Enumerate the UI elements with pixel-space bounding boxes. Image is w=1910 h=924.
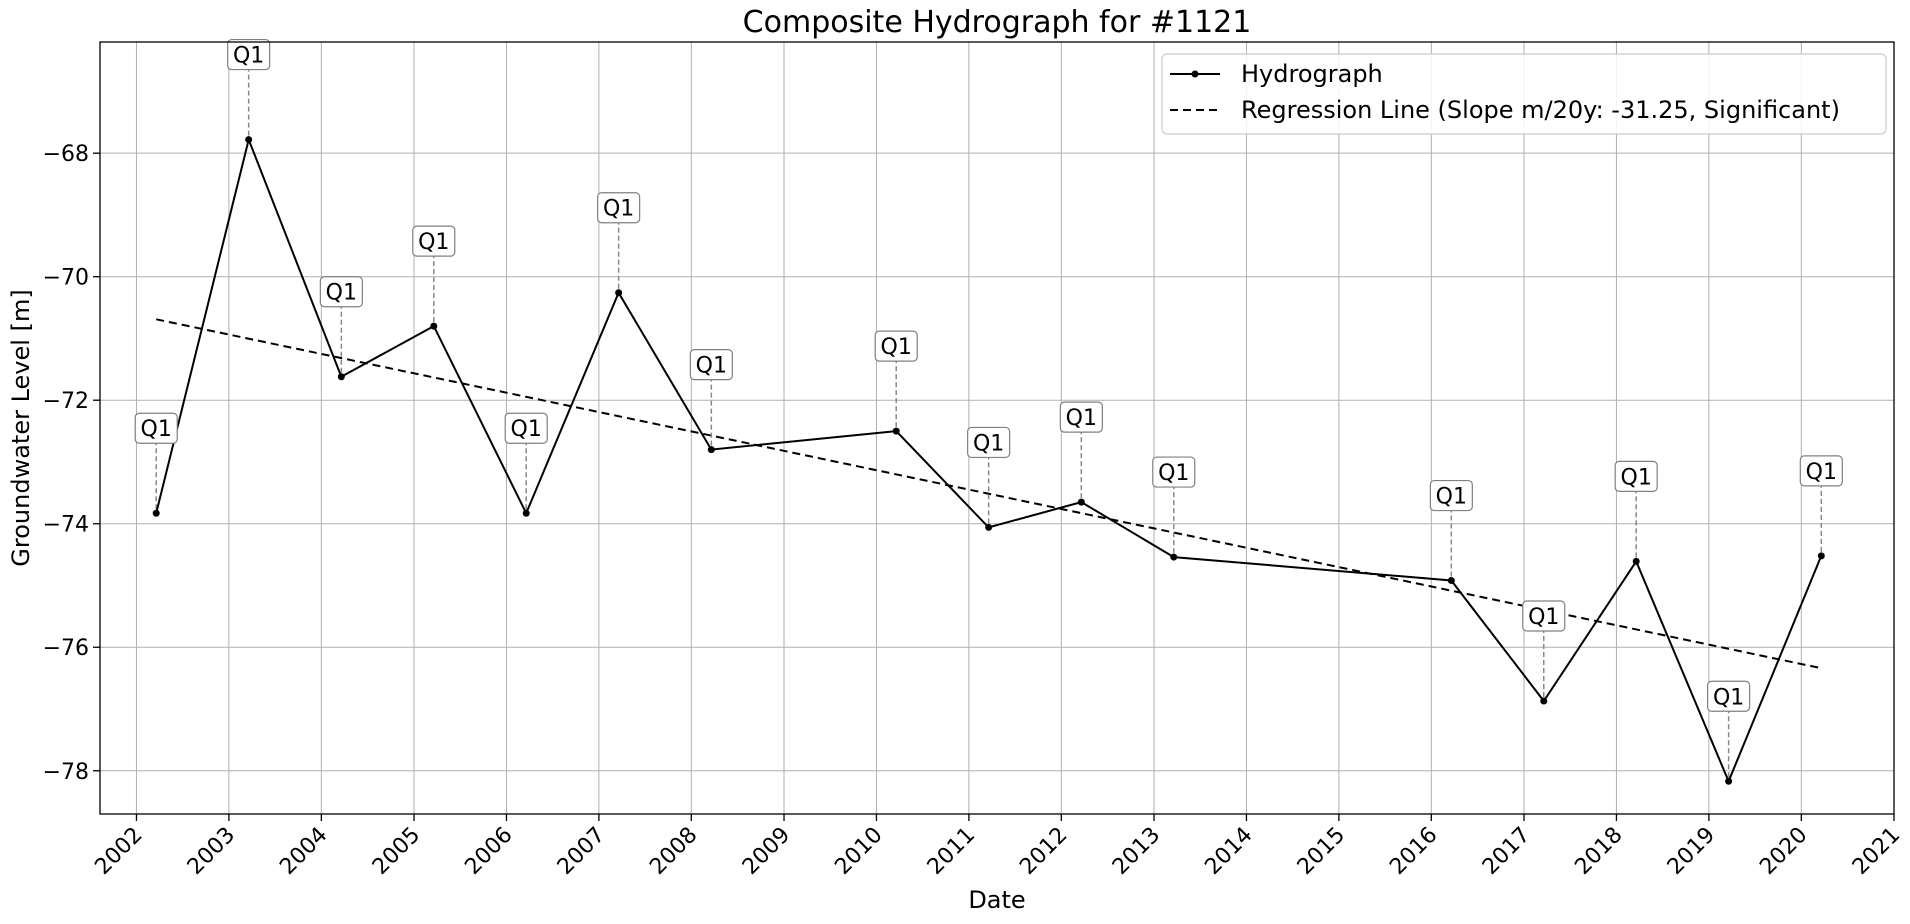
x-tick-label: 2019 — [1663, 823, 1720, 880]
x-tick-label: 2008 — [645, 823, 702, 880]
y-tick-label: −76 — [43, 636, 89, 661]
y-tick-label: −68 — [43, 142, 89, 167]
annotation-box — [1059, 401, 1103, 433]
hydrograph-point — [1447, 577, 1455, 585]
regression-line — [155, 318, 1822, 670]
hydrograph-point — [245, 136, 253, 144]
label-layer: Q1 Q1 Q1 Q1 Q1 Q1 Q1 Q1 Q1 Q1 Q1 Q1 Q1 Q1 Q1 Q1 — [134, 38, 1843, 712]
legend-hydrograph-marker — [1191, 70, 1199, 78]
x-tick-label: 2006 — [460, 823, 517, 880]
annotation-label: Q1 — [1158, 461, 1189, 486]
plot-frame — [99, 41, 1895, 815]
hydrograph-point — [1725, 777, 1733, 785]
annotation-box — [319, 276, 363, 308]
x-tick-label: 2020 — [1755, 823, 1812, 880]
annotation-box — [1152, 456, 1196, 488]
x-tick-label: 2005 — [368, 823, 425, 880]
hydrograph-point — [707, 446, 715, 454]
annotation-label: Q1 — [881, 335, 912, 360]
annotation-box — [1429, 479, 1473, 512]
annotation-label: Q1 — [1436, 485, 1467, 510]
annotation-box — [689, 349, 733, 381]
legend-hydrograph-label: Hydrograph — [1241, 60, 1383, 88]
x-tick-label: 2015 — [1293, 823, 1350, 880]
hydrograph-point — [1632, 557, 1640, 565]
x-tick-label: 2014 — [1200, 823, 1257, 880]
y-tick-label: −78 — [43, 760, 89, 785]
annotation-label: Q1 — [603, 197, 634, 222]
annotation-box — [874, 330, 918, 362]
x-tick-label: 2013 — [1108, 823, 1165, 880]
annotation-label: Q1 — [1066, 406, 1097, 431]
hydrograph-point — [1540, 697, 1548, 705]
annotation-label: Q1 — [418, 230, 449, 255]
annotation-label: Q1 — [1713, 685, 1744, 710]
hydrograph-line — [155, 136, 1823, 784]
series-layer — [152, 136, 1825, 785]
x-tick-label: 2018 — [1570, 823, 1627, 880]
hydrograph-point — [1817, 552, 1825, 560]
y-tick-label: −74 — [43, 513, 89, 538]
x-tick-label: 2007 — [553, 823, 610, 880]
x-axis-title: Date — [968, 886, 1025, 914]
annotation-box — [504, 412, 548, 444]
y-axis: −78 −76 −74 −72 −70 −68 — [43, 142, 100, 785]
x-tick-label: 2012 — [1015, 823, 1072, 880]
annotation-label: Q1 — [973, 431, 1004, 456]
hydrograph-point — [1077, 498, 1085, 506]
x-axis: 2002 2003 2004 2005 2006 2007 2008 2009 2010 2011… — [90, 814, 1905, 880]
y-tick-label: −70 — [43, 266, 89, 291]
chart-title: Composite Hydrograph for #1121 — [743, 5, 1252, 40]
annotation-box — [1707, 680, 1751, 712]
x-tick-label: 2011 — [923, 823, 980, 880]
x-tick-label: 2009 — [738, 823, 795, 880]
hydrograph-point — [152, 509, 160, 517]
y-tick-label: −72 — [43, 389, 89, 414]
x-tick-label: 2004 — [275, 823, 332, 880]
hydrograph-point — [337, 373, 345, 381]
annotation-label: Q1 — [233, 44, 264, 69]
annotation-box — [1522, 600, 1566, 632]
annotation-box — [1799, 455, 1843, 487]
legend-regression-label: Regression Line (Slope m/20y: -31.25, Si… — [1241, 96, 1840, 124]
annotation-label: Q1 — [1621, 465, 1652, 490]
hydrograph-point — [615, 289, 623, 297]
annotation-label: Q1 — [141, 417, 172, 442]
x-tick-label: 2016 — [1385, 823, 1442, 880]
annotation-box — [597, 192, 641, 224]
annotation-box — [967, 426, 1011, 459]
regression-layer — [155, 318, 1822, 670]
hydrograph-point — [892, 427, 900, 435]
grid-layer — [100, 42, 1895, 814]
annotation-box — [412, 225, 456, 257]
annotation-label: Q1 — [511, 417, 542, 442]
hydrograph-point — [430, 322, 438, 330]
hydrograph-point — [985, 523, 993, 531]
annotation-label: Q1 — [696, 354, 727, 379]
x-tick-label: 2002 — [90, 823, 147, 880]
x-tick-label: 2010 — [830, 823, 887, 880]
annotation-label: Q1 — [1528, 605, 1559, 630]
annotation-box — [134, 412, 178, 444]
x-tick-label: 2003 — [183, 823, 240, 880]
hydrograph-point — [522, 509, 530, 517]
annotation-label: Q1 — [1806, 460, 1837, 485]
hydrograph-point — [1170, 553, 1178, 561]
annotation-box — [1614, 460, 1658, 493]
legend-box — [1161, 53, 1887, 135]
y-axis-title: Groundwater Level [m] — [7, 289, 35, 566]
annotation-label: Q1 — [326, 281, 357, 306]
annotation-box — [227, 38, 271, 71]
leader-layer — [155, 69, 1823, 778]
legend: Hydrograph Regression Line (Slope m/20y:… — [1161, 53, 1887, 135]
x-tick-label: 2021 — [1848, 823, 1905, 880]
x-tick-label: 2017 — [1478, 823, 1535, 880]
